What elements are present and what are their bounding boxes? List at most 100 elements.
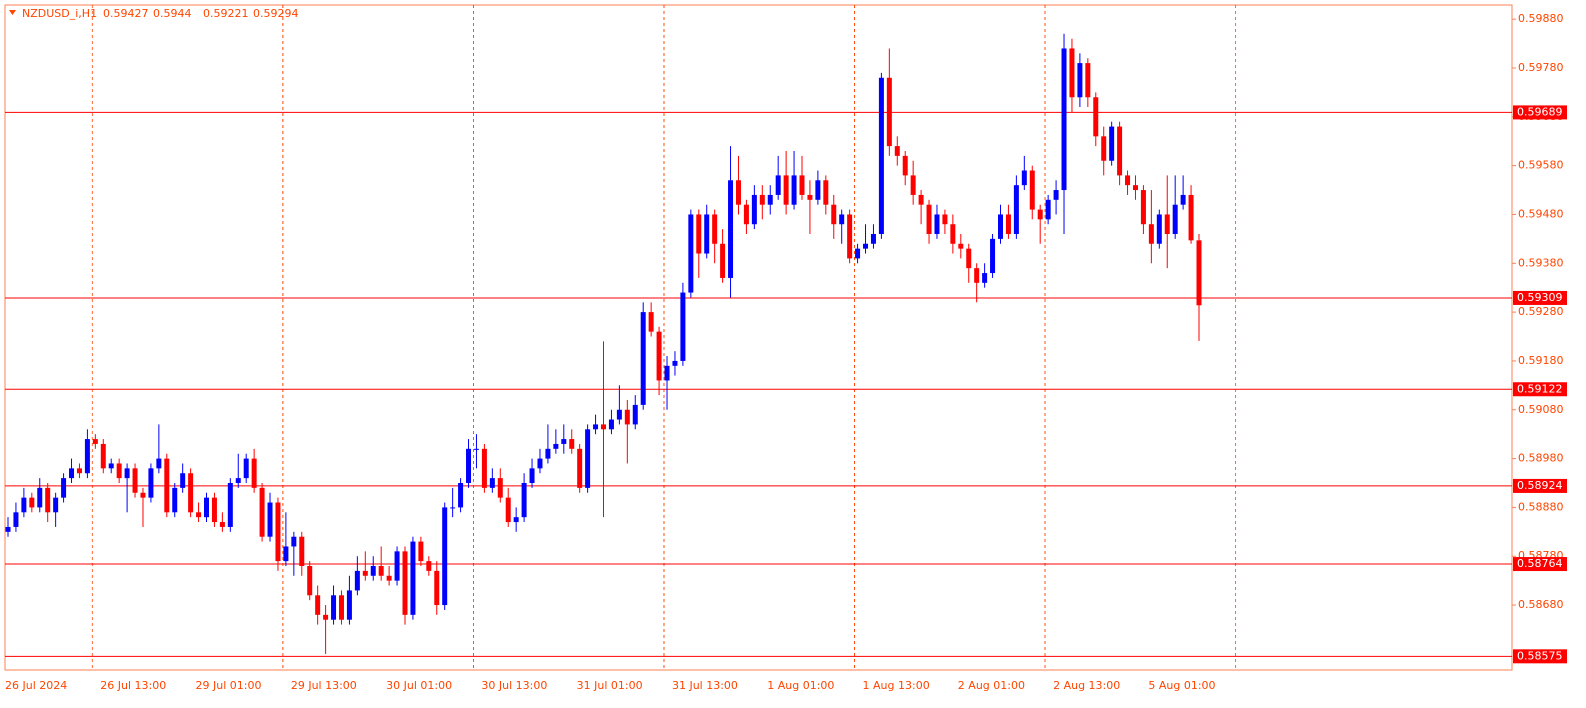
candle-body: [1117, 126, 1123, 176]
candle-body: [553, 443, 559, 449]
candle-body: [902, 155, 908, 176]
candle-body: [307, 566, 313, 596]
candle-body: [680, 292, 686, 361]
candle-body: [1164, 214, 1170, 234]
y-tick-label: 0.58980: [1518, 452, 1564, 465]
candle-body: [188, 473, 194, 513]
candle-body: [1045, 199, 1051, 220]
y-tick-label: 0.58880: [1518, 500, 1564, 513]
candle-body: [108, 463, 114, 469]
level-tag: [1513, 105, 1567, 120]
candle-body: [100, 443, 106, 469]
candle-body: [783, 175, 789, 205]
x-tick-label: 2 Aug 13:00: [1053, 679, 1120, 692]
candle-body: [204, 497, 209, 518]
x-tick-label: 2 Aug 01:00: [958, 679, 1025, 692]
candle-body: [934, 214, 940, 234]
candle-body: [1180, 194, 1186, 205]
candle-body: [1005, 214, 1011, 234]
collapse-arrow: [9, 10, 16, 15]
candle-body: [315, 595, 321, 615]
candle-body: [37, 487, 43, 508]
candle-body: [481, 448, 487, 488]
candle-body: [569, 439, 575, 449]
candle-body: [704, 214, 710, 254]
candle-body: [450, 507, 456, 509]
candle-body: [1061, 48, 1067, 191]
candle-body: [775, 175, 781, 195]
candle-body: [878, 77, 884, 234]
x-tick-label: 1 Aug 01:00: [767, 679, 834, 692]
candle-body: [521, 482, 527, 518]
candle-body: [1196, 240, 1202, 306]
candle-body: [1140, 190, 1146, 225]
x-tick-label: 26 Jul 2024: [5, 679, 67, 692]
candle-body: [13, 512, 19, 527]
candle-body: [410, 541, 416, 615]
candle-body: [148, 468, 154, 498]
candle-body: [632, 404, 638, 425]
candle-body: [767, 194, 773, 205]
candle-body: [593, 424, 599, 430]
candle-body: [1125, 175, 1131, 186]
candle-body: [918, 194, 924, 205]
x-tick-label: 31 Jul 13:00: [672, 679, 738, 692]
candle-body: [616, 409, 622, 420]
candle-body: [291, 536, 297, 547]
candle-body: [235, 478, 241, 483]
candle-body: [116, 463, 122, 479]
y-tick-label: 0.58680: [1518, 598, 1564, 611]
x-tick-label: 31 Jul 01:00: [577, 679, 643, 692]
candle-body: [958, 243, 964, 249]
candle-body: [585, 429, 591, 488]
candle-body: [839, 214, 845, 225]
candle-body: [489, 478, 495, 488]
candle-body: [894, 146, 900, 156]
plot-frame: [4, 4, 1513, 671]
candle-body: [362, 570, 368, 576]
candle-body: [537, 458, 543, 469]
candle-body: [124, 468, 130, 479]
candle-body: [180, 473, 186, 488]
candle-body: [624, 409, 630, 425]
candle-body: [601, 424, 606, 430]
candle-body: [561, 439, 567, 444]
candle-body: [172, 487, 178, 513]
level-tag: [1513, 382, 1567, 397]
x-tick-label: 29 Jul 01:00: [196, 679, 262, 692]
candle-body: [545, 448, 551, 459]
x-tick-label: 1 Aug 13:00: [863, 679, 930, 692]
candle-body: [664, 365, 670, 381]
candle-body: [323, 614, 329, 620]
candle-body: [76, 468, 82, 474]
candle-body: [402, 551, 408, 615]
candle-body: [243, 458, 249, 479]
candle-body: [720, 243, 726, 278]
y-tick-label: 0.59580: [1518, 159, 1564, 172]
candle-body: [982, 273, 988, 283]
candle-body: [608, 419, 614, 430]
candle-body: [1093, 97, 1099, 137]
candle-body: [1037, 209, 1043, 220]
candle-body: [69, 468, 75, 479]
candle-body: [831, 204, 837, 225]
candle-body: [672, 360, 678, 366]
level-tag: [1513, 290, 1567, 305]
candle-body: [61, 478, 67, 498]
candle-body: [1069, 48, 1075, 98]
x-tick-label: 30 Jul 01:00: [386, 679, 452, 692]
candle-body: [870, 233, 876, 244]
candle-body: [648, 312, 654, 332]
candle-body: [497, 478, 503, 498]
candle-body: [974, 268, 980, 283]
candle-body: [466, 448, 472, 483]
candle-body: [712, 214, 718, 244]
candle-body: [823, 180, 829, 205]
candle-body: [426, 561, 432, 571]
candle-body: [331, 595, 337, 620]
candle-body: [259, 487, 265, 537]
candle-body: [92, 439, 98, 444]
candle-body: [1188, 194, 1194, 241]
candle-body: [926, 204, 932, 234]
candle-body: [513, 517, 519, 523]
